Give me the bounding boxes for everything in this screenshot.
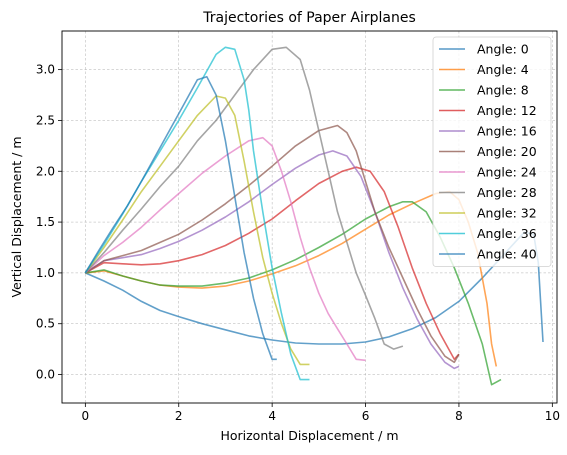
- legend: Angle: 0 Angle: 4 Angle: 8 Angle: 12 Angle: …: [432, 36, 552, 267]
- series-line-8: [84, 46, 404, 350]
- x-tick-label: 8: [455, 409, 463, 423]
- plot-frame: [61, 30, 558, 404]
- y-axis-label: Vertical Displacement / m: [9, 136, 24, 297]
- series-line-9: [84, 95, 310, 366]
- legend-label: Angle: 24: [477, 165, 537, 180]
- x-tick-label: 10: [545, 409, 560, 423]
- x-tick-label: 4: [268, 409, 276, 423]
- legend-label: Angle: 0: [477, 42, 529, 57]
- series-line-11: [84, 75, 277, 361]
- y-tick-label: 3.0: [36, 63, 55, 77]
- series-line-6: [84, 124, 460, 364]
- y-tick-label: 2.0: [36, 164, 55, 178]
- legend-label: Angle: 32: [477, 206, 537, 221]
- series-line-4: [84, 166, 460, 361]
- series-lines: [84, 46, 544, 386]
- legend-label: Angle: 36: [477, 226, 537, 241]
- chart-title: Trajectories of Paper Airplanes: [202, 10, 416, 26]
- y-tick-label: 1.5: [36, 215, 55, 229]
- legend-label: Angle: 8: [477, 83, 529, 98]
- x-tick-label: 0: [82, 409, 90, 423]
- legend-label: Angle: 20: [477, 144, 537, 159]
- series-line-10: [84, 46, 310, 381]
- legend-label: Angle: 16: [477, 124, 537, 139]
- y-tick-label: 2.5: [36, 113, 55, 127]
- series-line-7: [84, 136, 366, 362]
- x-tick-label: 2: [175, 409, 183, 423]
- y-tick-label: 0.5: [36, 317, 55, 331]
- y-tick-label: 0.0: [36, 368, 55, 382]
- legend-label: Angle: 4: [477, 62, 529, 77]
- x-axis-label: Horizontal Displacement / m: [220, 428, 398, 443]
- legend-label: Angle: 28: [477, 185, 537, 200]
- series-line-3: [85, 201, 502, 386]
- legend-box: [432, 36, 552, 267]
- grid-lines: [62, 31, 557, 403]
- x-tick-label: 6: [362, 409, 370, 423]
- series-line-5: [84, 150, 460, 370]
- axis-ticks: 0 2 4 6 8 10 0.0 0.5 1.0 1.5 2.0 2.5 3.0: [36, 63, 560, 423]
- legend-label: Angle: 12: [477, 103, 537, 118]
- y-tick-label: 1.0: [36, 266, 55, 280]
- legend-label: Angle: 40: [477, 247, 537, 262]
